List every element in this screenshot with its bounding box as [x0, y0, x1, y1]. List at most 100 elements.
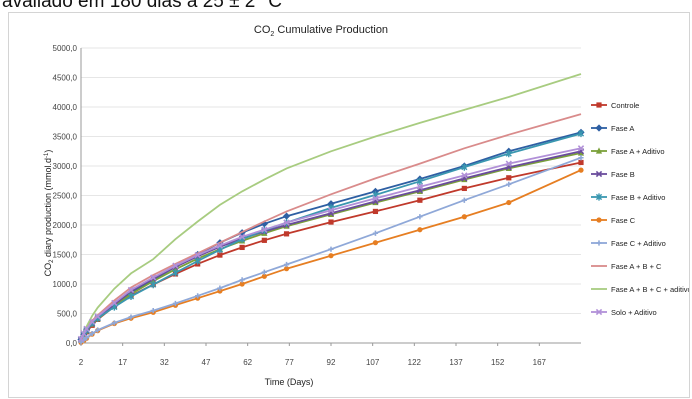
- grid-lines: [81, 47, 581, 314]
- series-6-point-18: [506, 181, 512, 187]
- legend-marker-6: [596, 240, 602, 246]
- y-tick-9: 4500,0: [53, 74, 78, 83]
- series-6-point-4: [95, 327, 101, 333]
- series-6-point-12: [261, 269, 267, 275]
- x-tick-9: 137: [449, 358, 463, 367]
- series-5-point-18: [506, 199, 512, 206]
- series-6-point-11: [239, 277, 245, 283]
- legend-marker-2: [595, 147, 603, 154]
- series-0-point-18: [506, 175, 512, 181]
- series-1-point-12: [260, 220, 268, 228]
- legend: Controle Fase A Fase A + Aditivo Fase B Fase…: [591, 101, 689, 317]
- series-7: [80, 113, 582, 339]
- series-0-point-17: [461, 185, 467, 192]
- y-tick-5: 2500,0: [53, 192, 78, 201]
- y-tick-1: 500,0: [57, 310, 78, 319]
- series-9: [77, 145, 585, 343]
- legend-label-2: Fase A + Aditivo: [611, 147, 665, 156]
- data-series: [77, 73, 585, 346]
- series-5-point-13: [283, 266, 290, 272]
- series-6-point-14: [328, 246, 334, 252]
- y-tick-6: 3000,0: [53, 162, 78, 171]
- legend-label-5: Fase C: [611, 216, 636, 225]
- series-4-point-8: [172, 269, 179, 277]
- legend-label-3: Fase B: [611, 170, 635, 179]
- legend-entry-4: Fase B + Aditivo: [591, 193, 665, 202]
- series-0-point-19: [578, 159, 584, 166]
- y-tick-0: 0,0: [66, 339, 78, 348]
- series-9-point-3: [88, 318, 96, 325]
- series-9-point-7: [150, 274, 157, 281]
- series-6: [78, 155, 584, 345]
- series-0-point-15: [372, 208, 379, 215]
- series-9-point-12: [261, 226, 268, 233]
- legend-entry-2: Fase A + Aditivo: [591, 147, 665, 156]
- series-6-point-0: [78, 339, 84, 345]
- series-9-point-1: [80, 330, 87, 337]
- series-4-point-19: [577, 129, 585, 138]
- series-6-point-19: [578, 155, 584, 161]
- series-6-point-16: [417, 214, 423, 220]
- series-9-point-9: [194, 251, 201, 259]
- series-9-point-10: [216, 242, 224, 249]
- series-9-point-11: [238, 233, 246, 240]
- series-6-point-3: [89, 330, 95, 337]
- x-tick-labels: 2 17 32 47 62 77 92 107 122 137 152 167: [79, 343, 547, 367]
- series-2-point-19: [577, 149, 585, 156]
- series-0-point-12: [261, 237, 267, 243]
- series-0-point-14: [328, 219, 334, 225]
- y-tick-4: 2000,0: [53, 221, 78, 230]
- series-4-point-18: [505, 150, 512, 158]
- series-9-point-5: [111, 299, 118, 307]
- x-tick-4: 62: [243, 358, 252, 367]
- series-9-point-16: [416, 183, 424, 190]
- legend-entry-1: Fase A: [591, 124, 634, 133]
- y-tick-labels: 0,0 500,0 1000,0 1500,0 2000,0 2500,0 3000,0 35…: [53, 44, 78, 348]
- y-tick-3: 1500,0: [53, 251, 78, 260]
- legend-entry-6: Fase C + Aditivo: [591, 239, 666, 248]
- series-5-point-12: [261, 273, 267, 279]
- series-6-point-8: [172, 300, 179, 307]
- series-6-point-6: [128, 314, 134, 320]
- series-4-point-7: [150, 280, 157, 289]
- series-0-point-13: [283, 231, 290, 237]
- series-0-point-16: [417, 197, 423, 203]
- series-5-point-14: [328, 253, 334, 259]
- legend-entry-7: Fase A + B + C: [591, 262, 662, 271]
- co2-cumulative-chart: CO2 Cumulative Production 0,0 500,0 1000,0…: [43, 24, 689, 387]
- series-1-point-13: [282, 212, 291, 220]
- legend-entry-3: Fase B: [591, 170, 635, 179]
- series-line-8: [80, 73, 582, 340]
- page-caption: avaliado em 180 dias a 25 ± 2 °C: [2, 0, 282, 12]
- series-9-point-0: [77, 335, 85, 343]
- legend-marker-1: [595, 124, 603, 132]
- series-9-point-4: [94, 313, 101, 320]
- x-tick-10: 152: [491, 358, 505, 367]
- series-0-point-11: [239, 244, 245, 251]
- legend-entry-9: Solo + Aditivo: [591, 308, 657, 317]
- series-9-point-17: [461, 172, 468, 179]
- series-line-7: [80, 113, 582, 339]
- legend-marker-9: [595, 308, 603, 316]
- series-6-point-13: [283, 261, 290, 268]
- series-9-point-8: [172, 262, 179, 269]
- series-6-point-10: [217, 285, 223, 291]
- x-axis-label: Time (Days): [265, 377, 314, 387]
- x-tick-0: 2: [79, 358, 84, 367]
- series-0-point-10: [217, 252, 223, 258]
- series-5-point-16: [417, 227, 423, 233]
- series-4-point-9: [194, 257, 201, 265]
- x-tick-3: 47: [202, 358, 211, 367]
- series-5-point-19: [578, 167, 584, 173]
- series-5-point-11: [239, 281, 245, 287]
- series-5-point-10: [217, 288, 223, 294]
- series-9-point-13: [283, 219, 290, 226]
- legend-marker-3: [595, 170, 603, 178]
- series-5-point-15: [372, 240, 379, 246]
- y-tick-2: 1000,0: [53, 280, 78, 289]
- legend-entry-0: Controle: [591, 101, 639, 110]
- chart-frame: CO2 Cumulative Production 0,0 500,0 1000,0…: [8, 12, 690, 398]
- y-tick-10: 5000,0: [53, 44, 78, 53]
- series-6-point-15: [372, 230, 379, 236]
- y-tick-7: 3500,0: [53, 133, 78, 142]
